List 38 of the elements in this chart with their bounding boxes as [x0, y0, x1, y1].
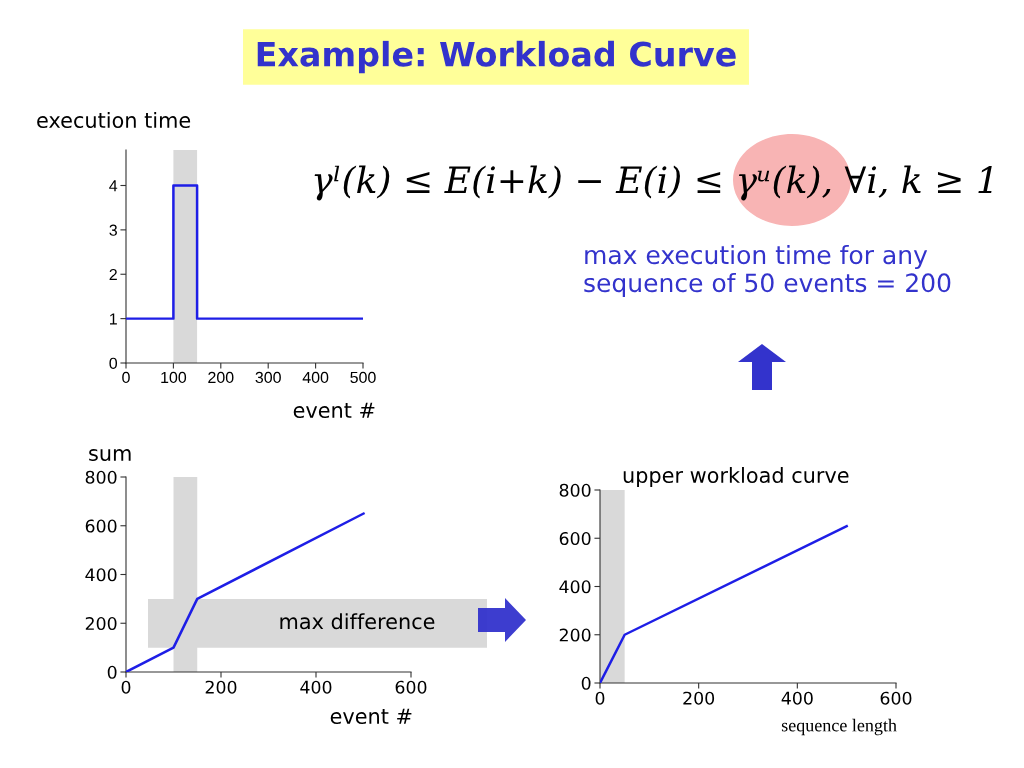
x-tick-label: 200: [205, 680, 237, 694]
annotation: γˡ(k) ≤ E(i+k) − E(i) ≤ γᵘ(k), ∀i, k ≥ 1: [314, 165, 992, 201]
band-label: max difference: [280, 613, 435, 630]
x-tick-label: 500: [350, 371, 376, 384]
y-tick-label: 1: [110, 313, 117, 325]
y-tick-label: 600: [559, 531, 591, 546]
x-tick-label: 200: [683, 691, 715, 705]
text: max execution time for any sequence of 50 events = 200: [584, 244, 951, 298]
y-tick-label: 0: [107, 665, 117, 679]
x-tick-label: 600: [395, 680, 427, 694]
y-tick-label: 2: [109, 268, 117, 281]
y-axis-title: execution time: [37, 111, 191, 129]
text: Example: Workload Curve: [257, 40, 736, 74]
x-axis-title: sequence length: [781, 718, 897, 736]
y-tick-label: 4: [109, 180, 118, 192]
y-tick-label: 800: [559, 483, 591, 497]
x-tick-label: 300: [255, 371, 281, 384]
x-axis-title: event #: [293, 402, 375, 419]
chart-title: upper workload curve: [623, 466, 849, 488]
x-tick-label: 0: [121, 680, 131, 694]
y-tick-label: 3: [109, 224, 117, 236]
y-tick-label: 400: [559, 580, 591, 594]
x-tick-label: 400: [300, 680, 332, 694]
y-tick-label: 0: [109, 357, 118, 369]
y-tick-label: 800: [85, 470, 117, 484]
x-tick-label: 100: [161, 371, 187, 384]
y-axis-title: sum: [89, 449, 131, 462]
y-tick-label: 200: [559, 628, 591, 642]
x-tick-label: 0: [595, 691, 605, 705]
x-tick-label: 200: [208, 371, 234, 384]
y-tick-label: 400: [85, 568, 117, 582]
x-tick-label: 400: [302, 371, 329, 384]
y-tick-label: 600: [85, 519, 117, 533]
x-tick-label: 0: [122, 371, 130, 384]
x-axis-title: event #: [330, 708, 412, 725]
x-tick-label: 600: [880, 691, 912, 705]
y-tick-label: 200: [85, 616, 117, 631]
x-tick-label: 400: [781, 691, 813, 705]
